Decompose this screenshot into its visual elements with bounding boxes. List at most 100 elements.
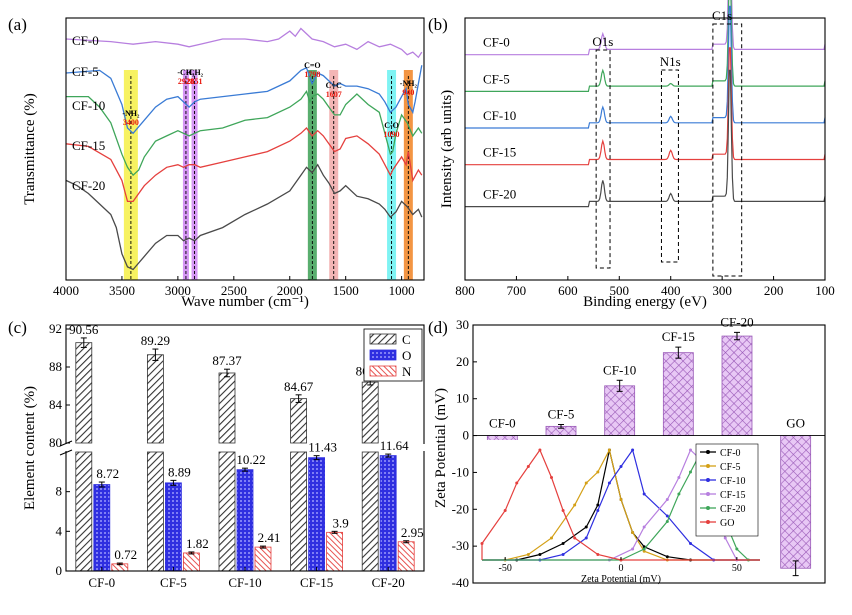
inset-point-CF-5-1 bbox=[526, 553, 530, 556]
series-line-CF-20 bbox=[65, 163, 423, 271]
inset-legend-dot-CF-15 bbox=[706, 492, 710, 496]
panel-b-xlabel: Binding energy (eV) bbox=[583, 294, 707, 310]
band-3 bbox=[307, 70, 317, 280]
data-label-C-CF-0: 90.56 bbox=[69, 322, 99, 337]
x-tick-label-400: 400 bbox=[661, 283, 681, 298]
inset-point-CF-10-6 bbox=[631, 448, 635, 452]
inset-point-CF-5-6 bbox=[607, 448, 611, 452]
series-label-CF-20: CF-20 bbox=[72, 178, 105, 193]
inset-point-CF-0-2 bbox=[561, 542, 565, 545]
panel-c-label: (c) bbox=[8, 318, 27, 337]
data-label-C-CF-5: 89.29 bbox=[141, 333, 170, 348]
inset-point-CF-15-3 bbox=[665, 498, 669, 501]
inset-point-CF-15-8 bbox=[723, 536, 727, 540]
category-label-CF-10: CF-10 bbox=[603, 362, 636, 377]
x-tick-label-4000: 4000 bbox=[53, 283, 79, 298]
x-tick-label-CF-10: CF-10 bbox=[228, 575, 261, 590]
series-label-CF-10: CF-10 bbox=[483, 108, 516, 123]
inset-point-CF-15-4 bbox=[677, 476, 681, 479]
panel-b-lines bbox=[465, 0, 826, 208]
series-line-CF-0 bbox=[65, 27, 423, 59]
band-2 bbox=[191, 70, 198, 280]
legend-label-C: C bbox=[402, 332, 411, 347]
legend-label-N: N bbox=[402, 364, 412, 379]
panel-d-bars: CF-0 CF-5 CF-10 CF-15 CF-20 GO bbox=[473, 314, 825, 577]
inset-point-GO-9 bbox=[596, 553, 600, 556]
inset-point-CF-10-9 bbox=[689, 542, 692, 545]
bar-C-CF-20-lower bbox=[361, 451, 379, 572]
band-6 bbox=[403, 70, 413, 280]
category-label-GO: GO bbox=[786, 416, 805, 431]
bar-C-CF-5-upper bbox=[146, 354, 164, 444]
series-label-CF-5: CF-5 bbox=[72, 64, 99, 79]
series-line-CF-20 bbox=[465, 69, 826, 208]
series-label-CF-15: CF-15 bbox=[483, 145, 516, 160]
bar-O-CF-15 bbox=[308, 457, 326, 572]
x-tick-label-1000: 1000 bbox=[389, 283, 415, 298]
y-tick-label-10: 10 bbox=[456, 391, 469, 406]
peak-box-1 bbox=[660, 69, 679, 263]
inset-point-CF-20-3 bbox=[677, 492, 681, 496]
inset-point-CF-20-4 bbox=[689, 470, 692, 474]
annotation-value-6: 940 bbox=[402, 88, 414, 97]
axis-break-mark-2 bbox=[59, 449, 73, 456]
inset-legend-dot-CF-0 bbox=[706, 450, 710, 454]
inset-point-CF-0-9 bbox=[665, 555, 669, 559]
series-line-CF-5 bbox=[65, 65, 423, 135]
bar-N-CF-10 bbox=[254, 546, 272, 572]
inset-xlabel: Zeta Potential (mV) bbox=[581, 574, 661, 585]
inset-legend-label-CF-15: CF-15 bbox=[720, 490, 746, 501]
series-line-CF-10 bbox=[66, 89, 423, 177]
inset-point-GO-7 bbox=[561, 509, 565, 512]
data-label-N-CF-5: 1.82 bbox=[186, 536, 209, 551]
panel-b-frame bbox=[464, 17, 826, 281]
x-tick-label-2000: 2000 bbox=[277, 283, 303, 298]
annotation-value-2: 2851 bbox=[187, 77, 203, 86]
data-label-N-CF-0: 0.72 bbox=[114, 547, 137, 562]
series-label-CF-10: CF-10 bbox=[72, 98, 105, 113]
series-line-CF-15 bbox=[65, 127, 423, 203]
inset-legend-label-GO: GO bbox=[720, 518, 734, 529]
y-tick-label-30: 30 bbox=[456, 317, 469, 332]
bar-C-CF-10-lower bbox=[218, 451, 236, 572]
x-tick-label-2500: 2500 bbox=[221, 283, 247, 298]
category-label-CF-15: CF-15 bbox=[662, 329, 695, 344]
inset-legend-box bbox=[695, 443, 759, 537]
y-tick-label-lower-4: 4 bbox=[56, 523, 63, 538]
bar-C-CF-15-upper bbox=[290, 398, 308, 444]
data-label-N-CF-20: 2.95 bbox=[401, 525, 424, 540]
inset-legend-label-CF-10: CF-10 bbox=[720, 476, 746, 487]
panel-a: (a) -NH₂3400-CH₃2928-CH₂2851C=O1798C=C16… bbox=[8, 15, 425, 310]
panel-c-ylabel: Element content (%) bbox=[22, 386, 38, 510]
panel-b-peak-boxes: O1s N1s C1s bbox=[592, 8, 743, 277]
data-label-O-CF-0: 8.72 bbox=[96, 466, 119, 481]
series-line-CF-10 bbox=[465, 5, 826, 129]
inset-point-GO-8 bbox=[573, 536, 577, 540]
inset-legend-dot-GO bbox=[706, 520, 710, 524]
bar-C-CF-20-upper bbox=[361, 381, 379, 444]
annotation-2: -CH₂ bbox=[186, 68, 204, 77]
inset-x-tick-label-0: 0 bbox=[619, 563, 624, 574]
y-tick-label-lower-8: 8 bbox=[56, 484, 63, 499]
series-line-CF-0 bbox=[465, 0, 826, 56]
data-label-O-CF-20: 11.64 bbox=[380, 438, 409, 453]
inset-point-CF-15-2 bbox=[642, 525, 646, 529]
y-tick-label-20: 20 bbox=[456, 354, 469, 369]
bar-C-CF-0-upper bbox=[75, 342, 93, 444]
panel-d-label: (d) bbox=[428, 318, 448, 337]
y-tick-label--30: -30 bbox=[452, 538, 469, 553]
x-tick-label-700: 700 bbox=[507, 283, 527, 298]
peak-label-0: O1s bbox=[592, 34, 613, 49]
inset-x-tick-label-50: 50 bbox=[732, 563, 742, 574]
inset-x-tick-label--50: -50 bbox=[498, 563, 511, 574]
annotation-value-4: 1607 bbox=[326, 90, 342, 99]
y-tick-label-upper-84: 84 bbox=[49, 397, 63, 412]
axis-break-gap bbox=[60, 444, 74, 451]
peak-label-1: N1s bbox=[660, 54, 681, 69]
data-label-C-CF-10: 87.37 bbox=[212, 353, 242, 368]
bar-C-CF-5-lower bbox=[146, 451, 164, 572]
x-tick-label-100: 100 bbox=[815, 283, 835, 298]
inset-legend-label-CF-0: CF-0 bbox=[720, 448, 741, 459]
